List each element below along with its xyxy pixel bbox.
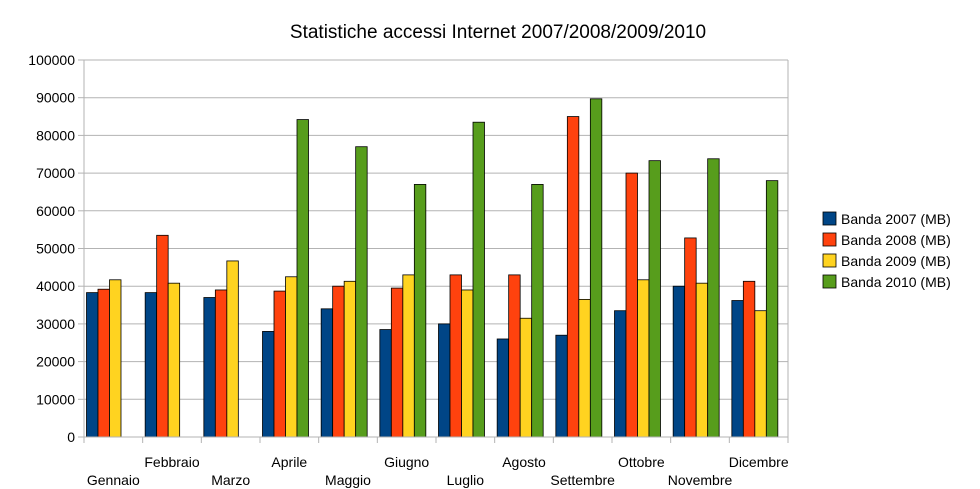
bar bbox=[332, 285, 345, 438]
x-tick-label: Gennaio bbox=[87, 472, 140, 488]
bar bbox=[214, 289, 228, 438]
y-tick-label: 100000 bbox=[28, 52, 75, 68]
bar bbox=[343, 280, 357, 438]
x-tick-label: Agosto bbox=[502, 454, 546, 470]
bar bbox=[109, 279, 122, 438]
bar bbox=[438, 323, 451, 438]
legend-swatch bbox=[822, 232, 837, 247]
bar bbox=[156, 234, 169, 438]
bar bbox=[765, 180, 779, 438]
bar bbox=[226, 260, 239, 438]
bar bbox=[273, 290, 286, 438]
y-tick-label: 90000 bbox=[36, 90, 75, 106]
y-tick-label: 0 bbox=[67, 429, 75, 445]
bar bbox=[320, 308, 334, 438]
bar bbox=[695, 282, 709, 438]
bar bbox=[754, 310, 767, 438]
bar bbox=[449, 274, 462, 438]
bar bbox=[566, 116, 580, 438]
x-tick-label: Marzo bbox=[211, 472, 250, 488]
bar bbox=[379, 329, 392, 438]
bar bbox=[684, 237, 697, 438]
x-tick-label: Giugno bbox=[384, 454, 429, 470]
bar bbox=[461, 289, 474, 438]
bar bbox=[262, 331, 275, 438]
x-tick-label: Settembre bbox=[550, 472, 615, 488]
bar bbox=[672, 285, 686, 438]
chart-title: Statistiche accessi Internet 2007/2008/2… bbox=[290, 22, 706, 43]
axes bbox=[83, 60, 789, 443]
bar bbox=[508, 274, 521, 438]
y-tick-label: 30000 bbox=[36, 316, 75, 332]
bar bbox=[203, 297, 216, 438]
bar bbox=[531, 184, 544, 438]
bar bbox=[614, 310, 627, 438]
bar bbox=[97, 288, 110, 438]
x-tick-label: Febbraio bbox=[144, 454, 199, 470]
x-tick-label: Aprile bbox=[271, 454, 307, 470]
bar bbox=[637, 279, 650, 438]
bar bbox=[589, 98, 603, 438]
bar bbox=[144, 292, 158, 438]
y-tick-label: 40000 bbox=[36, 278, 75, 294]
y-tick-label: 80000 bbox=[36, 127, 75, 143]
y-tick-label: 20000 bbox=[36, 354, 75, 370]
x-tick-label: Maggio bbox=[325, 472, 371, 488]
bar bbox=[390, 287, 404, 438]
legend: Banda 2007 (MB) Banda 2008 (MB) Banda 2009… bbox=[822, 211, 951, 290]
y-tick-label: 50000 bbox=[36, 241, 75, 257]
bar bbox=[731, 300, 744, 438]
bar bbox=[413, 184, 427, 438]
legend-swatch bbox=[822, 211, 837, 226]
bar bbox=[402, 274, 415, 438]
x-tick-label: Ottobre bbox=[618, 454, 665, 470]
bar bbox=[625, 172, 638, 438]
bars-group bbox=[86, 98, 779, 438]
bar bbox=[742, 280, 756, 438]
y-tick-label: 60000 bbox=[36, 203, 75, 219]
bar bbox=[472, 121, 485, 438]
bar bbox=[355, 146, 368, 438]
bar bbox=[578, 298, 591, 438]
bar bbox=[285, 276, 298, 438]
x-tick-label: Novembre bbox=[668, 472, 733, 488]
bar bbox=[296, 119, 309, 438]
bar bbox=[167, 282, 181, 438]
bar bbox=[86, 292, 99, 438]
x-tick-label: Luglio bbox=[447, 472, 485, 488]
legend-swatch bbox=[822, 253, 837, 268]
grid-lines bbox=[78, 59, 788, 438]
bar bbox=[496, 338, 510, 438]
bar bbox=[707, 158, 720, 438]
bar bbox=[648, 160, 661, 438]
y-axis-tick-labels: 0 10000 20000 30000 40000 50000 60000 70000 8000… bbox=[28, 52, 75, 445]
legend-label: Banda 2008 (MB) bbox=[841, 232, 951, 248]
bar bbox=[555, 334, 568, 438]
legend-label: Banda 2009 (MB) bbox=[841, 253, 951, 269]
x-tick-label: Dicembre bbox=[729, 454, 789, 470]
legend-label: Banda 2007 (MB) bbox=[841, 211, 951, 227]
y-tick-label: 70000 bbox=[36, 165, 75, 181]
legend-label: Banda 2010 (MB) bbox=[841, 274, 951, 290]
y-tick-label: 10000 bbox=[36, 391, 75, 407]
legend-swatch bbox=[822, 274, 837, 289]
bar bbox=[519, 317, 533, 438]
